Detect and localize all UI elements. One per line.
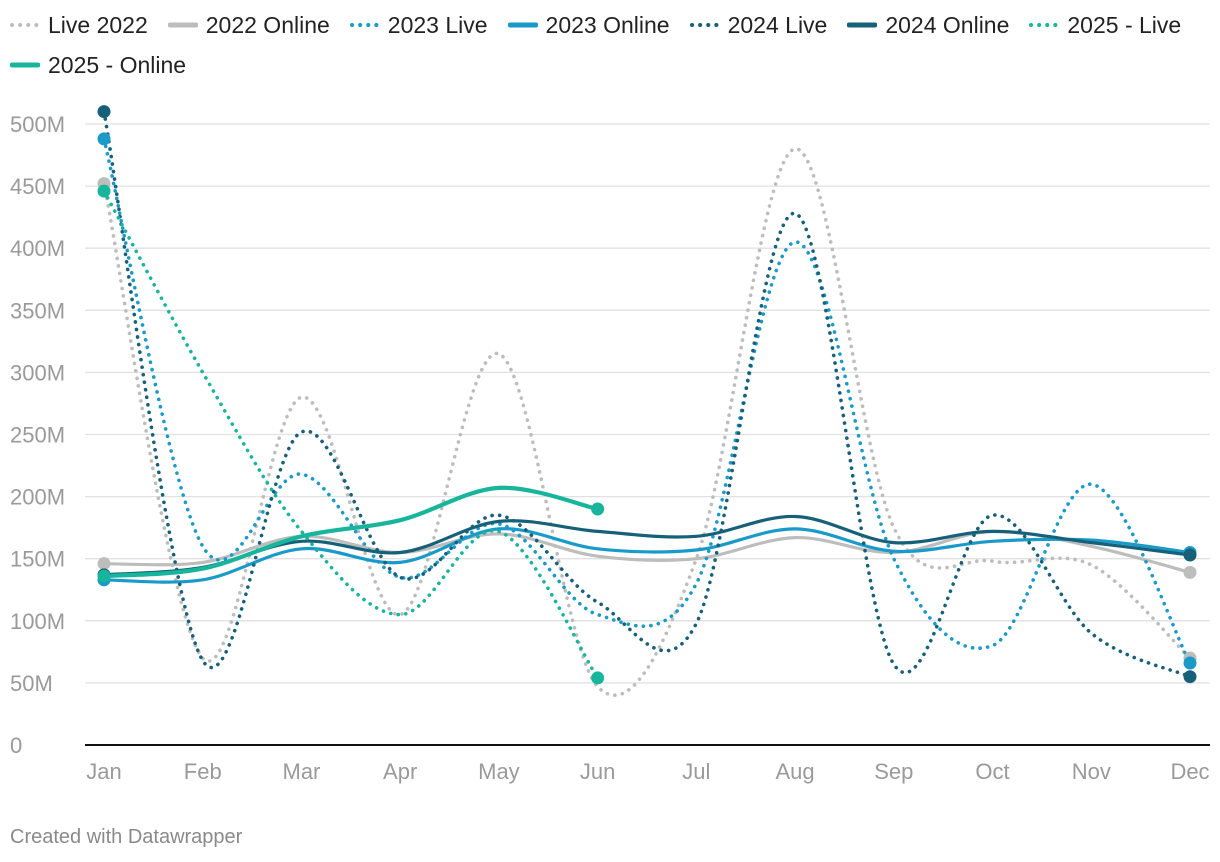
x-tick-label: Sep <box>874 759 913 784</box>
legend-item: 2023 Online <box>507 12 670 38</box>
series-endpoint-marker <box>1183 565 1197 579</box>
legend-swatch <box>10 62 40 68</box>
x-axis-tick-labels: Jan Feb Mar Apr May Jun Jul Aug Sep Oct Nov Dec <box>86 759 1209 784</box>
x-tick-label: Jan <box>86 759 121 784</box>
legend-label: 2025 - Online <box>48 52 187 78</box>
legend-item: 2022 Online <box>167 12 330 38</box>
series-line <box>102 527 1192 584</box>
series-endpoint-marker <box>97 105 111 119</box>
legend-item: 2025 - Online <box>10 52 186 78</box>
x-tick-label: Nov <box>1072 759 1111 784</box>
gridlines <box>85 123 1210 684</box>
legend-swatch <box>847 22 878 28</box>
series-endpoint-marker <box>1183 656 1197 670</box>
series-lines <box>101 109 1192 697</box>
series-line <box>102 189 600 680</box>
legend-label: 2023 Online <box>545 12 670 38</box>
series-endpoint-marker <box>97 569 111 583</box>
legend-label: 2024 Online <box>885 12 1010 38</box>
y-tick-label: 450M <box>10 174 65 199</box>
series-endpoint-marker <box>97 557 111 571</box>
x-tick-label: Apr <box>383 759 417 784</box>
y-tick-label: 50M <box>10 671 53 696</box>
series-line <box>101 485 600 579</box>
legend-item: Live 2022 <box>10 12 148 38</box>
series-endpoint-marker <box>1183 548 1197 562</box>
x-tick-label: Jul <box>682 759 710 784</box>
legend-label: 2025 - Live <box>1067 12 1182 38</box>
series-line <box>102 514 1192 577</box>
footer-credit: Created with Datawrapper <box>10 826 243 848</box>
x-tick-label: May <box>478 759 520 784</box>
chart-legend: Live 2022 2022 Online 2023 Live 2023 Online… <box>10 12 1210 78</box>
series-endpoint-marker <box>97 132 111 146</box>
y-tick-label: 0 <box>10 733 22 758</box>
series-endpoint-marker <box>1183 670 1197 684</box>
legend-item: 2023 Live <box>349 12 488 38</box>
legend-item: 2024 Online <box>847 12 1009 38</box>
y-tick-label: 400M <box>10 236 65 261</box>
x-tick-label: Jun <box>580 759 615 784</box>
x-tick-label: Dec <box>1170 759 1209 784</box>
series-endpoint-marker <box>591 671 605 685</box>
legend-label: 2024 Live <box>727 12 828 38</box>
legend-label: Live 2022 <box>48 12 148 38</box>
y-tick-label: 150M <box>10 547 65 572</box>
series-end-markers <box>97 105 1197 685</box>
legend-swatch <box>507 22 538 28</box>
x-tick-label: Oct <box>975 759 1009 784</box>
series-line <box>102 137 1192 665</box>
y-tick-label: 350M <box>10 298 65 323</box>
y-tick-label: 250M <box>10 423 65 448</box>
x-tick-label: Mar <box>283 759 321 784</box>
legend-item: 2025 - Live <box>1029 12 1181 38</box>
series-line <box>102 147 1192 697</box>
series-endpoint-marker <box>591 502 605 516</box>
x-tick-label: Aug <box>776 759 815 784</box>
legend-label: 2022 Online <box>205 12 330 38</box>
y-axis-tick-labels: 0 50M 100M 150M 200M 250M 300M 350M 400M 450M 500M <box>10 112 65 758</box>
series-endpoint-marker <box>97 184 111 198</box>
legend-swatch <box>167 22 198 28</box>
x-tick-label: Feb <box>184 759 222 784</box>
y-tick-label: 100M <box>10 609 65 634</box>
y-tick-label: 200M <box>10 485 65 510</box>
legend-item: 2024 Live <box>689 12 828 38</box>
y-tick-label: 300M <box>10 360 65 385</box>
y-tick-label: 500M <box>10 112 65 137</box>
series-line <box>102 109 1192 679</box>
legend-label: 2023 Live <box>387 12 488 38</box>
